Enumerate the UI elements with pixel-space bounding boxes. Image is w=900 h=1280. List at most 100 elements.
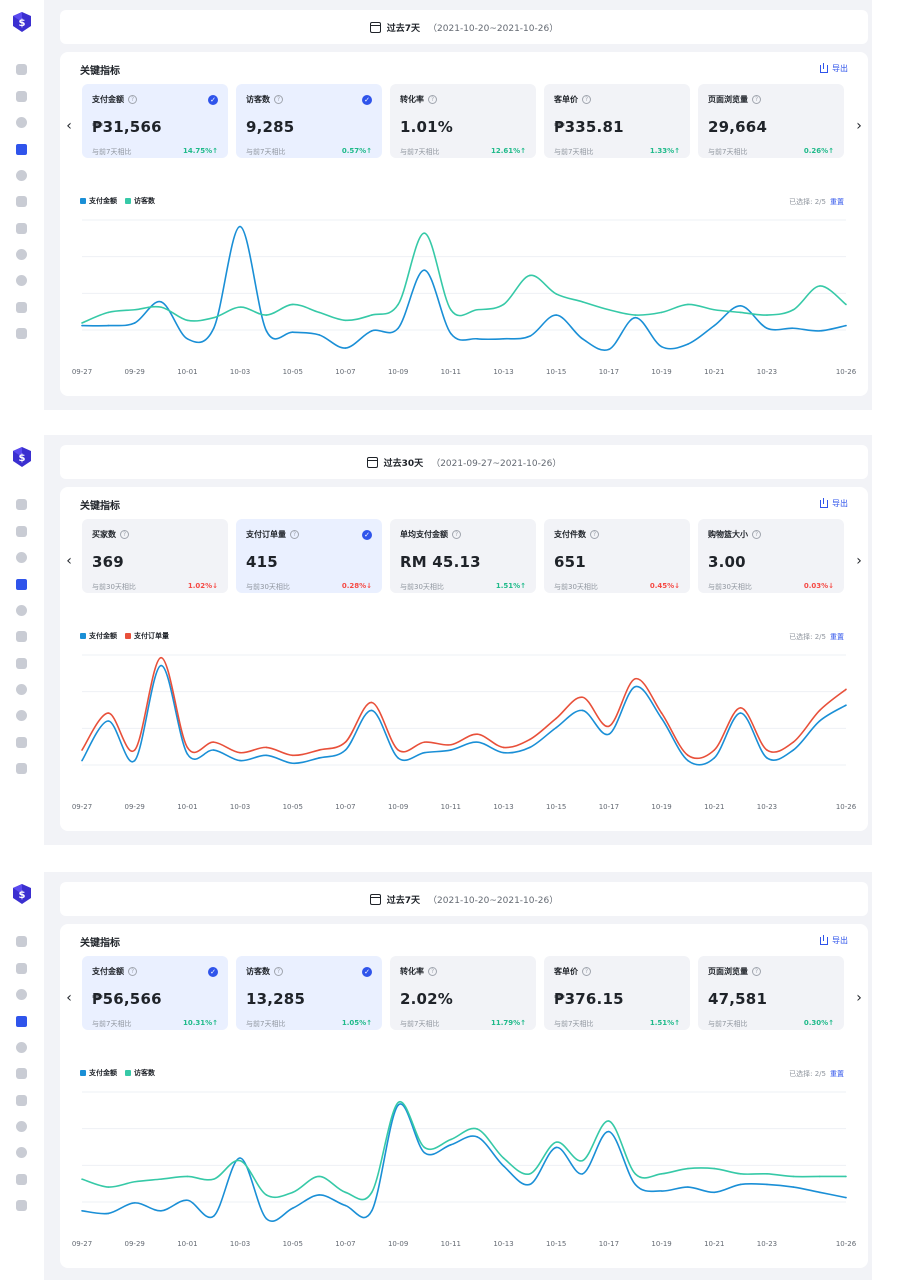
metric-card[interactable]: 页面浏览量? 47,581 与前7天相比 0.30%↑ — [698, 956, 844, 1030]
trend-icon[interactable] — [16, 117, 27, 128]
reset-button[interactable]: 重置 — [830, 633, 844, 641]
metric-card[interactable]: 访客数? ✓ 9,285 与前7天相比 0.57%↑ — [236, 84, 382, 158]
logo-icon[interactable]: $ — [10, 882, 34, 906]
legend-item[interactable]: 支付订单量 — [125, 631, 169, 641]
legend-item[interactable]: 访客数 — [125, 1068, 155, 1078]
date-range-selector[interactable]: 过去7天 （2021-10-20~2021-10-26） — [60, 882, 868, 916]
legend-item[interactable]: 支付金额 — [80, 1068, 117, 1078]
help-icon[interactable]: ? — [274, 95, 283, 104]
reset-button[interactable]: 重置 — [830, 198, 844, 206]
metric-card[interactable]: 转化率? 2.02% 与前7天相比 11.79%↑ — [390, 956, 536, 1030]
export-button[interactable]: 导出 — [820, 62, 848, 74]
pie-chart-icon[interactable] — [16, 1121, 27, 1132]
x-tick-label: 09-29 — [125, 1240, 145, 1248]
data-point — [107, 324, 110, 327]
data-point — [687, 1167, 689, 1170]
metric-card[interactable]: 支付金额? ✓ ₱56,566 与前7天相比 10.31%↑ — [82, 956, 228, 1030]
reset-button[interactable]: 重置 — [830, 1070, 844, 1078]
next-arrow-icon[interactable]: › — [856, 990, 862, 1006]
home-icon[interactable] — [16, 499, 27, 510]
help-icon[interactable]: ? — [128, 95, 137, 104]
analytics-icon[interactable] — [16, 144, 27, 155]
help-icon[interactable]: ? — [428, 95, 437, 104]
refresh-icon[interactable] — [16, 631, 27, 642]
logo-icon[interactable]: $ — [10, 445, 34, 469]
help-icon[interactable]: ? — [128, 967, 137, 976]
account-icon[interactable] — [16, 328, 27, 339]
store-icon[interactable] — [16, 658, 27, 669]
refresh-icon[interactable] — [16, 1068, 27, 1079]
prev-arrow-icon[interactable]: ‹ — [66, 990, 72, 1006]
trend-icon[interactable] — [16, 552, 27, 563]
help-icon[interactable]: ? — [582, 967, 591, 976]
user-icon[interactable] — [16, 1174, 27, 1185]
help-icon[interactable] — [16, 710, 27, 721]
pie-chart-icon[interactable] — [16, 684, 27, 695]
data-point — [687, 343, 689, 345]
export-button[interactable]: 导出 — [820, 934, 848, 946]
account-icon[interactable] — [16, 1200, 27, 1211]
date-range-selector[interactable]: 过去7天 （2021-10-20~2021-10-26） — [60, 10, 868, 44]
user-icon[interactable] — [16, 302, 27, 313]
metric-card[interactable]: 客单价? ₱335.81 与前7天相比 1.33%↑ — [544, 84, 690, 158]
export-button[interactable]: 导出 — [820, 497, 848, 509]
data-point — [344, 1204, 347, 1207]
metric-card[interactable]: 页面浏览量? 29,664 与前7天相比 0.26%↑ — [698, 84, 844, 158]
help-icon[interactable]: ? — [590, 530, 599, 539]
metric-card[interactable]: 支付件数? 651 与前30天相比 0.45%↓ — [544, 519, 690, 593]
refresh-icon[interactable] — [16, 196, 27, 207]
metric-card[interactable]: 转化率? 1.01% 与前7天相比 12.61%↑ — [390, 84, 536, 158]
metric-card[interactable]: 支付金额? ✓ ₱31,566 与前7天相比 14.75%↑ — [82, 84, 228, 158]
help-icon[interactable]: ? — [752, 530, 761, 539]
data-point — [792, 1186, 795, 1188]
logo-icon[interactable]: $ — [10, 10, 34, 34]
help-icon[interactable] — [16, 275, 27, 286]
data-point — [634, 314, 637, 316]
help-icon[interactable]: ? — [452, 530, 461, 539]
document-icon[interactable] — [16, 963, 27, 974]
data-point — [660, 345, 663, 348]
metric-change: 0.26%↑ — [803, 147, 834, 155]
prev-arrow-icon[interactable]: ‹ — [66, 553, 72, 569]
x-tick-label: 10-05 — [283, 803, 303, 811]
analytics-icon[interactable] — [16, 1016, 27, 1027]
legend-item[interactable]: 访客数 — [125, 196, 155, 206]
metric-card[interactable]: 购物篮大小? 3.00 与前30天相比 0.03%↓ — [698, 519, 844, 593]
metric-card[interactable]: 访客数? ✓ 13,285 与前7天相比 1.05%↑ — [236, 956, 382, 1030]
help-icon[interactable] — [16, 1147, 27, 1158]
metric-card[interactable]: 支付订单量? ✓ 415 与前30天相比 0.28%↓ — [236, 519, 382, 593]
help-icon[interactable]: ? — [582, 95, 591, 104]
account-icon[interactable] — [16, 763, 27, 774]
help-icon[interactable]: ? — [290, 530, 299, 539]
document-icon[interactable] — [16, 526, 27, 537]
help-icon[interactable]: ? — [428, 967, 437, 976]
help-icon[interactable]: ? — [274, 967, 283, 976]
date-range-selector[interactable]: 过去30天 （2021-09-27~2021-10-26） — [60, 445, 868, 479]
heart-icon[interactable] — [16, 1042, 27, 1053]
help-icon[interactable]: ? — [120, 530, 129, 539]
analytics-icon[interactable] — [16, 579, 27, 590]
next-arrow-icon[interactable]: › — [856, 118, 862, 134]
home-icon[interactable] — [16, 936, 27, 947]
heart-icon[interactable] — [16, 605, 27, 616]
store-icon[interactable] — [16, 1095, 27, 1106]
document-icon[interactable] — [16, 91, 27, 102]
data-point — [818, 330, 821, 332]
user-icon[interactable] — [16, 737, 27, 748]
heart-icon[interactable] — [16, 170, 27, 181]
home-icon[interactable] — [16, 64, 27, 75]
legend-item[interactable]: 支付金额 — [80, 631, 117, 641]
metric-card[interactable]: 买家数? 369 与前30天相比 1.02%↓ — [82, 519, 228, 593]
store-icon[interactable] — [16, 223, 27, 234]
help-icon[interactable]: ? — [752, 967, 761, 976]
legend-item[interactable]: 支付金额 — [80, 196, 117, 206]
data-point — [581, 301, 584, 303]
trend-icon[interactable] — [16, 989, 27, 1000]
next-arrow-icon[interactable]: › — [856, 553, 862, 569]
help-icon[interactable]: ? — [752, 95, 761, 104]
pie-chart-icon[interactable] — [16, 249, 27, 260]
data-point — [344, 1191, 347, 1194]
prev-arrow-icon[interactable]: ‹ — [66, 118, 72, 134]
metric-card[interactable]: 单均支付金额? RM 45.13 与前30天相比 1.51%↑ — [390, 519, 536, 593]
metric-card[interactable]: 客单价? ₱376.15 与前7天相比 1.51%↑ — [544, 956, 690, 1030]
